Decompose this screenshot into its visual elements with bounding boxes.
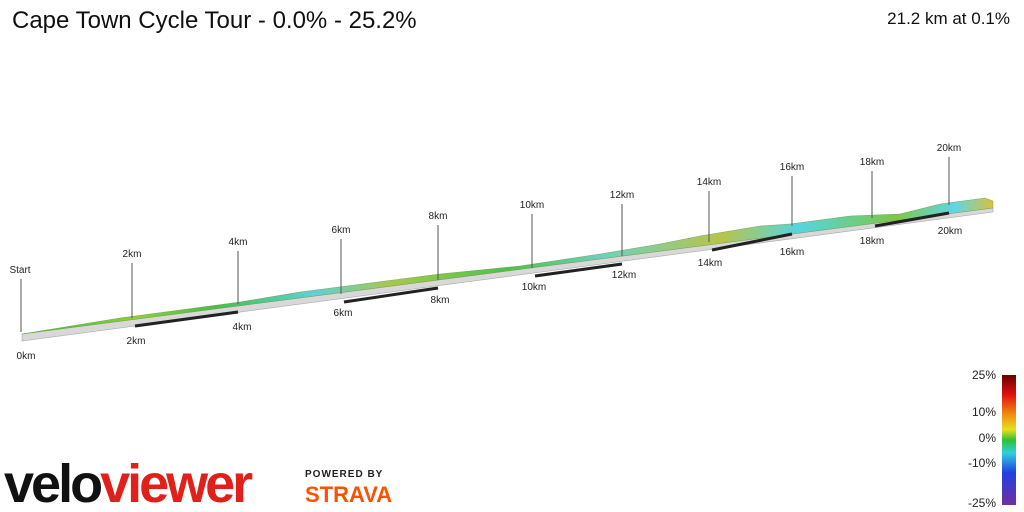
legend-label: -10% [968,456,996,470]
upper-marker: 12km [610,190,634,201]
lower-marker: 0km [17,351,36,362]
km-segment [134,310,239,328]
km-segments [134,211,950,328]
km-segment [534,262,623,278]
legend-label: 0% [979,431,997,445]
powered-by: POWERED BY [305,469,383,480]
lower-marker: 8km [431,295,450,306]
logo-red: viewer [100,454,253,512]
legend: 25% 10% 0% -10% -25% [968,368,996,510]
lower-marker: 20km [938,226,962,237]
upper-marker: 16km [780,162,804,173]
summary: 21.2 km at 0.1% [887,9,1010,28]
logo-dark: velo [4,454,101,512]
km-segment [711,232,793,252]
upper-marker: 4km [229,237,248,248]
upper-marker: Start [9,265,30,276]
legend-label: -25% [968,496,996,510]
upper-marker: 2km [123,249,142,260]
lower-marker: 10km [522,282,546,293]
upper-marker: 10km [520,200,544,211]
upper-marker: 14km [697,177,721,188]
upper-marker: 18km [860,157,884,168]
lower-marker: 4km [233,322,252,333]
lower-marker: 16km [780,247,804,258]
upper-marker: 20km [937,143,961,154]
ribbon-surface [21,197,994,335]
lower-marker: 14km [698,258,722,269]
legend-label: 10% [972,405,996,419]
title: Cape Town Cycle Tour - 0.0% - 25.2% [12,7,417,34]
lower-marker: 2km [127,336,146,347]
legend-scale [1002,375,1016,505]
km-segment [874,211,950,228]
km-segment [343,286,439,304]
km-markers: Start 2km 4km 6km 8km 10km 12km 14km 16km 18km 20k… [9,143,962,362]
lower-marker: 18km [860,236,884,247]
logo: veloviewer [4,454,253,512]
lower-marker: 12km [612,270,636,281]
legend-label: 25% [972,368,996,382]
lower-marker: 6km [334,308,353,319]
upper-marker: 6km [332,225,351,236]
upper-marker: 8km [429,211,448,222]
partner: STRAVA [305,482,392,507]
